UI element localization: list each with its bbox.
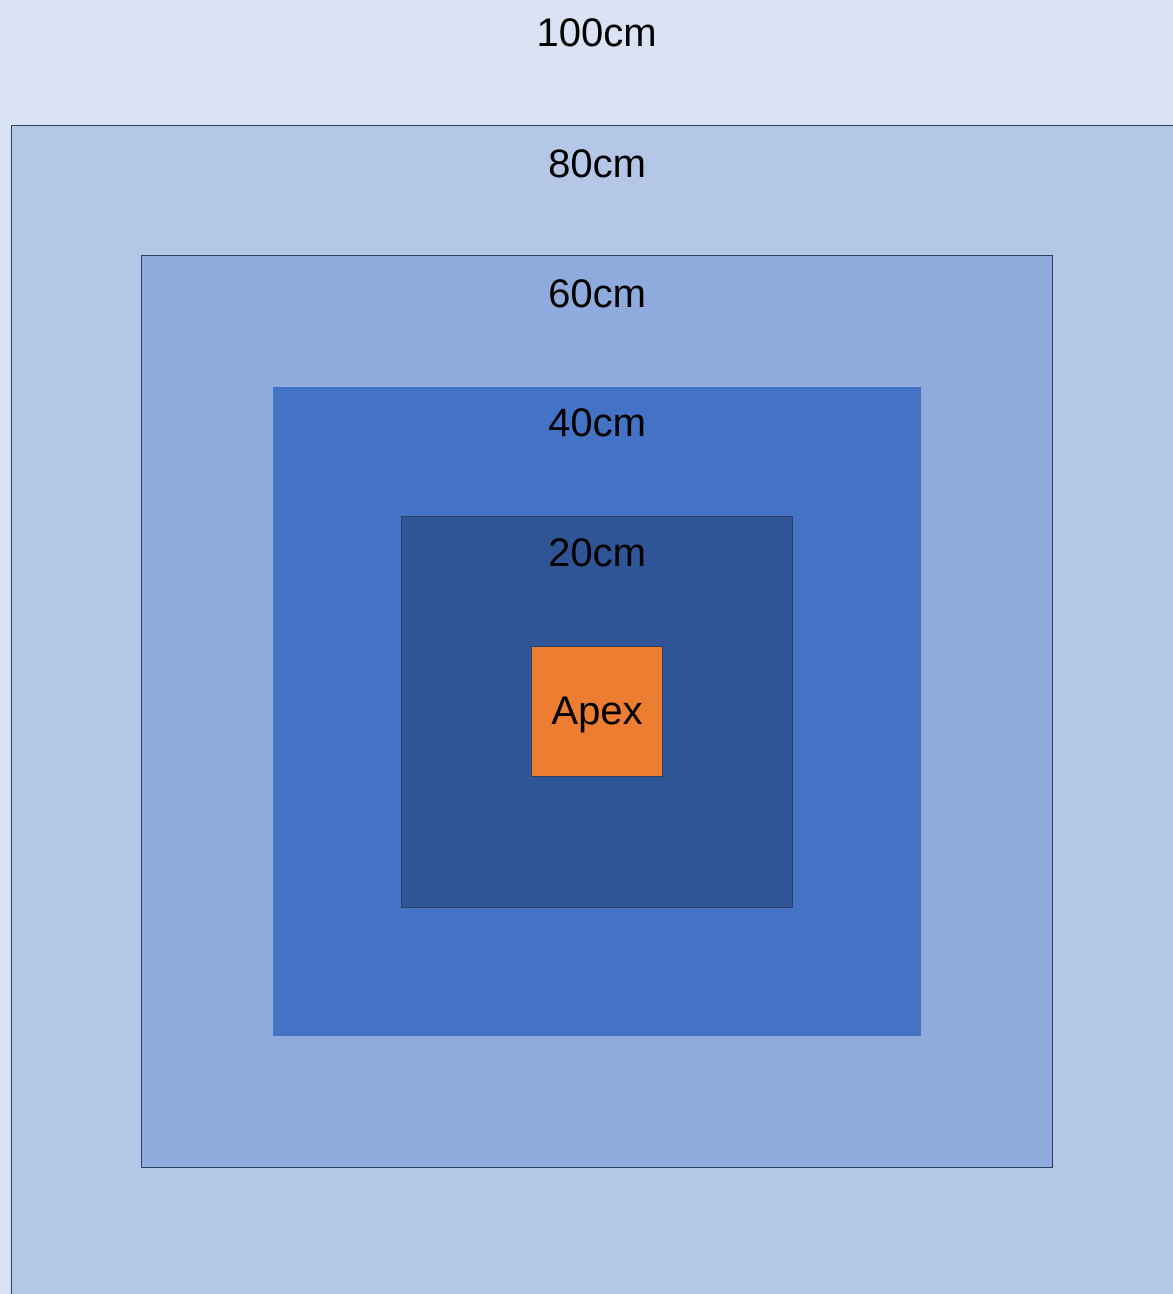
zone-40cm-label: 40cm bbox=[548, 401, 646, 445]
apex-label: Apex bbox=[551, 689, 643, 733]
apex-box: Apex bbox=[531, 646, 663, 777]
zone-60cm-label: 60cm bbox=[548, 272, 646, 316]
zone-20cm-label: 20cm bbox=[548, 531, 646, 575]
zone-100cm-label: 100cm bbox=[536, 11, 657, 55]
zone-80cm-label: 80cm bbox=[548, 142, 646, 186]
